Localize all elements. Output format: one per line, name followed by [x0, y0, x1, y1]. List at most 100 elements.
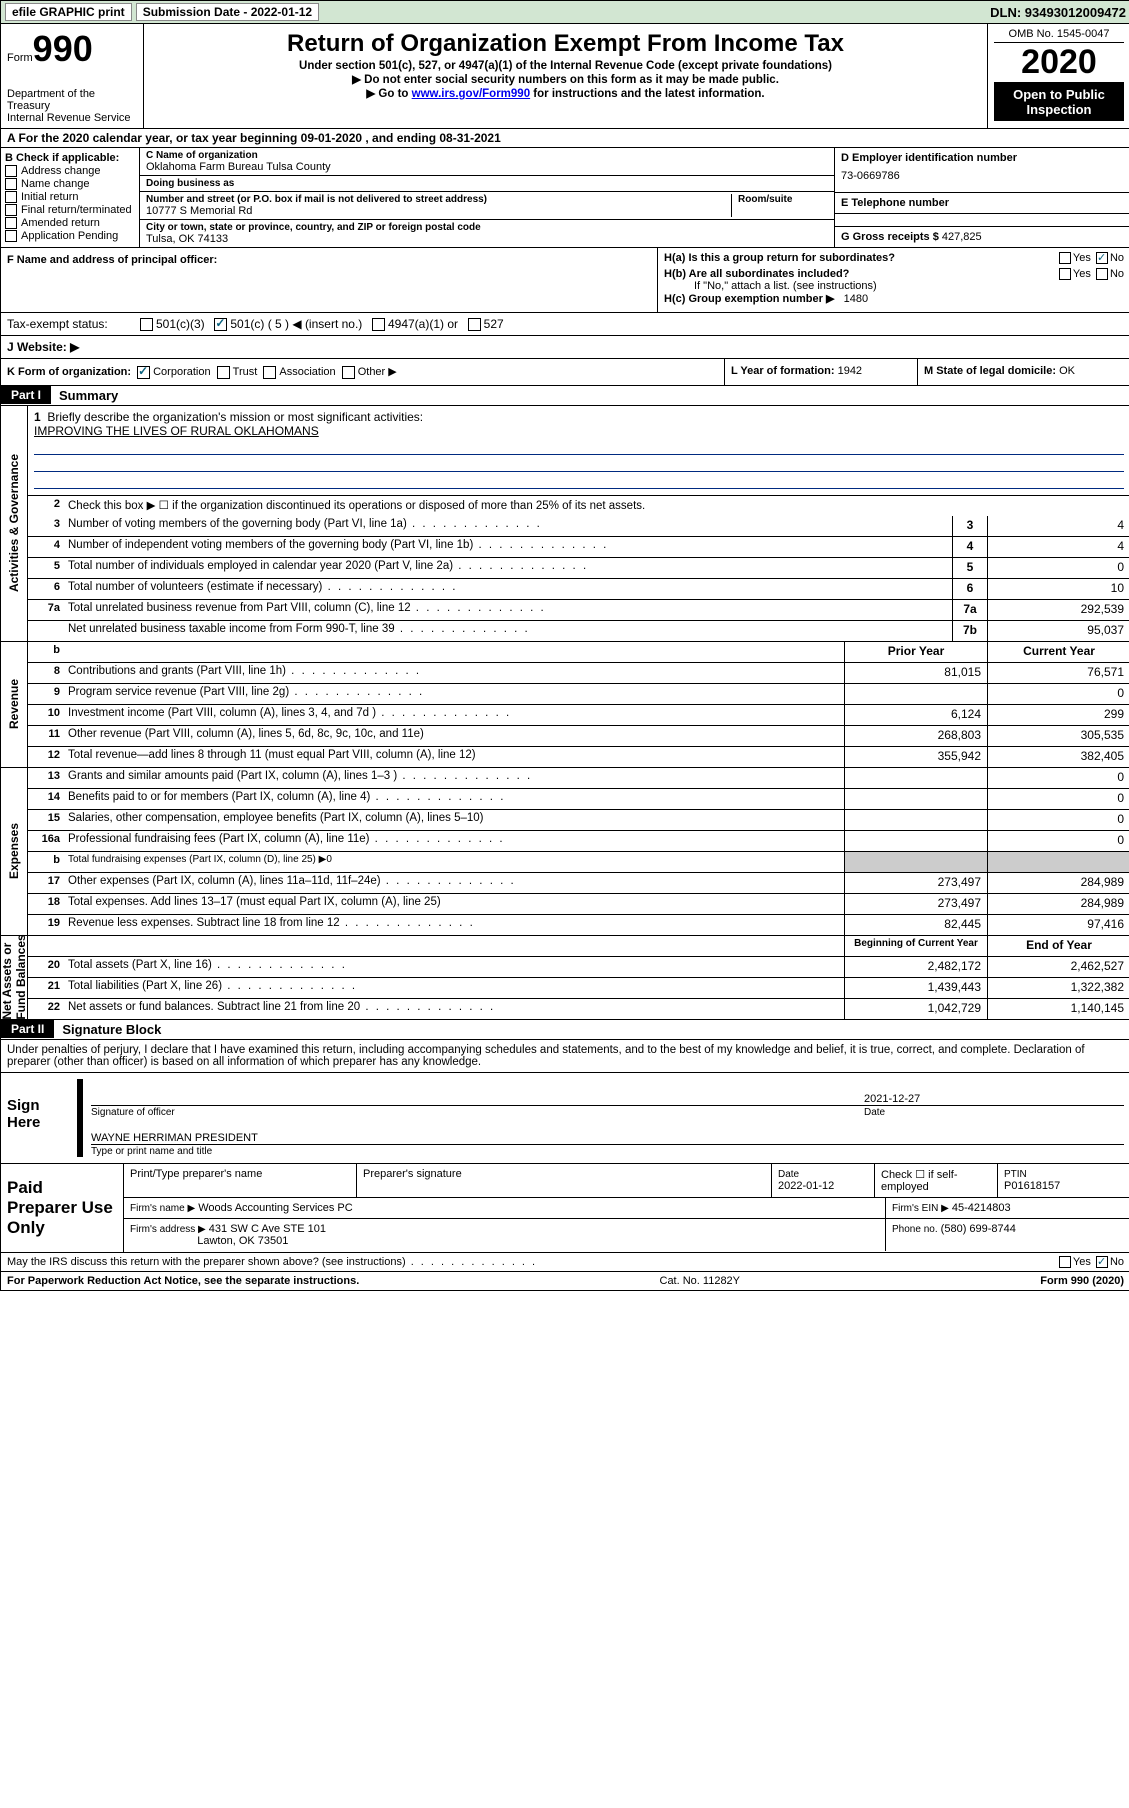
ein-value: 73-0669786	[841, 164, 1124, 188]
omb-number: OMB No. 1545-0047	[994, 28, 1124, 43]
part-1-header: Part I Summary	[1, 386, 1129, 406]
q1-label: Briefly describe the organization's miss…	[47, 410, 423, 424]
chk-501c3[interactable]	[140, 318, 153, 331]
col-d: D Employer identification number 73-0669…	[835, 148, 1129, 247]
lbl-501c3: 501(c)(3)	[156, 317, 205, 331]
lbl-trust: Trust	[233, 366, 258, 378]
q4: Number of independent voting members of …	[64, 537, 952, 557]
col-c: C Name of organization Oklahoma Farm Bur…	[140, 148, 835, 247]
check-application[interactable]: Application Pending	[5, 230, 135, 242]
c14: 0	[987, 789, 1129, 809]
p9	[844, 684, 987, 704]
c21: 1,322,382	[987, 978, 1129, 998]
c9: 0	[987, 684, 1129, 704]
chk-other[interactable]	[342, 366, 355, 379]
lbl-501c5: 501(c) ( 5 ) ◀ (insert no.)	[230, 317, 362, 331]
section-governance: Activities & Governance 1 Briefly descri…	[1, 406, 1129, 642]
firm-addr-lbl: Firm's address ▶	[130, 1224, 206, 1235]
v3: 4	[987, 516, 1129, 536]
sign-here: Sign Here 2021-12-27 Signature of office…	[1, 1073, 1129, 1164]
efile-button[interactable]: efile GRAPHIC print	[5, 3, 132, 21]
chk-corp[interactable]	[137, 366, 150, 379]
header-row: Form990 Department of the Treasury Inter…	[1, 24, 1129, 129]
submission-date-button[interactable]: Submission Date - 2022-01-12	[136, 3, 319, 21]
sub3-a: ▶ Go to	[366, 88, 411, 100]
discuss-row: May the IRS discuss this return with the…	[1, 1253, 1129, 1272]
city-label: City or town, state or province, country…	[146, 222, 828, 233]
hb-row: H(b) Are all subordinates included? Yes …	[664, 268, 1124, 280]
gross-label: G Gross receipts $	[841, 231, 939, 243]
hdr-beg: Beginning of Current Year	[844, 936, 987, 956]
discuss-yes[interactable]	[1059, 1256, 1071, 1268]
vlabel-revenue: Revenue	[7, 679, 21, 729]
p10: 6,124	[844, 705, 987, 725]
pra-mid: Cat. No. 11282Y	[660, 1275, 741, 1287]
sign-date-val: 2021-12-27	[864, 1093, 1124, 1105]
prep-ptin-lbl: PTIN	[1004, 1169, 1027, 1180]
c8: 76,571	[987, 663, 1129, 683]
pra-right: Form 990 (2020)	[1040, 1275, 1124, 1287]
form-number: 990	[33, 28, 93, 69]
c18: 284,989	[987, 894, 1129, 914]
discuss-text: May the IRS discuss this return with the…	[7, 1256, 537, 1268]
check-name[interactable]: Name change	[5, 178, 135, 190]
q18: Total expenses. Add lines 13–17 (must eq…	[64, 894, 844, 914]
q22: Net assets or fund balances. Subtract li…	[64, 999, 844, 1019]
row-k: K Form of organization: Corporation Trus…	[1, 359, 1129, 386]
lbl-other: Other ▶	[358, 366, 397, 378]
dba-label: Doing business as	[146, 178, 828, 189]
sig-date-lbl: Date	[864, 1107, 1124, 1118]
pra-row: For Paperwork Reduction Act Notice, see …	[1, 1272, 1129, 1290]
part-2-tag: Part II	[1, 1020, 54, 1038]
m-value: OK	[1059, 365, 1075, 377]
prep-name-lbl: Print/Type preparer's name	[124, 1164, 357, 1197]
v5: 0	[987, 558, 1129, 578]
chk-trust[interactable]	[217, 366, 230, 379]
q20: Total assets (Part X, line 16)	[64, 957, 844, 977]
check-address[interactable]: Address change	[5, 165, 135, 177]
p15	[844, 810, 987, 830]
p21: 1,439,443	[844, 978, 987, 998]
sig-officer-lbl: Signature of officer	[91, 1107, 864, 1118]
city-value: Tulsa, OK 74133	[146, 233, 828, 245]
hb-label: H(b) Are all subordinates included?	[664, 268, 849, 280]
form-id-cell: Form990 Department of the Treasury Inter…	[1, 24, 144, 128]
section-netassets: Net Assets or Fund Balances Beginning of…	[1, 936, 1129, 1020]
chk-assoc[interactable]	[263, 366, 276, 379]
v6: 10	[987, 579, 1129, 599]
col-b: B Check if applicable: Address change Na…	[1, 148, 140, 247]
p13	[844, 768, 987, 788]
q3: Number of voting members of the governin…	[64, 516, 952, 536]
hdr-curr: Current Year	[987, 642, 1129, 662]
irs-link[interactable]: www.irs.gov/Form990	[412, 88, 530, 100]
chk-501c[interactable]	[214, 318, 227, 331]
discuss-no[interactable]	[1096, 1256, 1108, 1268]
hdr-prior: Prior Year	[844, 642, 987, 662]
part-1-tag: Part I	[1, 386, 51, 404]
l-value: 1942	[838, 365, 862, 377]
q10: Investment income (Part VIII, column (A)…	[64, 705, 844, 725]
part-1-title: Summary	[51, 386, 126, 405]
p11: 268,803	[844, 726, 987, 746]
check-name-lbl: Name change	[21, 178, 90, 190]
prep-sig-lbl: Preparer's signature	[357, 1164, 772, 1197]
q7a: Total unrelated business revenue from Pa…	[64, 600, 952, 620]
p16a	[844, 831, 987, 851]
q6: Total number of volunteers (estimate if …	[64, 579, 952, 599]
k-label: K Form of organization:	[7, 366, 131, 378]
ha-label: H(a) Is this a group return for subordin…	[664, 252, 895, 264]
lbl-4947: 4947(a)(1) or	[388, 317, 458, 331]
q9: Program service revenue (Part VIII, line…	[64, 684, 844, 704]
b-label: B Check if applicable:	[5, 152, 119, 164]
chk-527[interactable]	[468, 318, 481, 331]
check-final[interactable]: Final return/terminated	[5, 204, 135, 216]
hdr-end: End of Year	[987, 936, 1129, 956]
check-amended[interactable]: Amended return	[5, 217, 135, 229]
j-label: J Website: ▶	[7, 340, 79, 354]
check-address-lbl: Address change	[21, 165, 101, 177]
addr-label: Number and street (or P.O. box if mail i…	[146, 194, 731, 205]
check-initial[interactable]: Initial return	[5, 191, 135, 203]
chk-4947[interactable]	[372, 318, 385, 331]
org-name: Oklahoma Farm Bureau Tulsa County	[146, 161, 828, 173]
m-label: M State of legal domicile:	[924, 365, 1056, 377]
